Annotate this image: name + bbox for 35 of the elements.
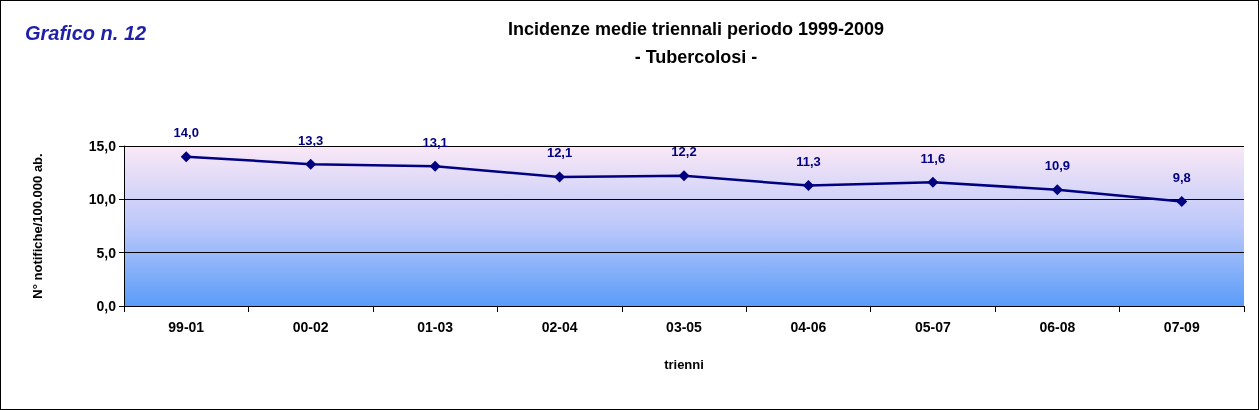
- x-tick-label: 02-04: [541, 319, 578, 335]
- point: [429, 160, 441, 172]
- y-tick-label: 10,0: [88, 191, 117, 208]
- x-tick-label: 03-05: [666, 319, 703, 335]
- y-tick-label: 5,0: [96, 244, 117, 261]
- y-axis-title: N° notifiche/100.000 ab.: [30, 153, 45, 299]
- point: [180, 151, 192, 163]
- point: [802, 179, 814, 191]
- x-tick-label: 06-08: [1039, 319, 1076, 335]
- point: [678, 170, 690, 182]
- x-tick-label: 01-03: [417, 319, 454, 335]
- data-label: 12,1: [546, 145, 573, 161]
- point: [1051, 184, 1063, 196]
- data-label: 12,2: [671, 144, 697, 160]
- data-label: 10,9: [1044, 158, 1070, 174]
- data-label: 13,1: [422, 134, 448, 150]
- x-tick-label: 04-06: [790, 319, 827, 335]
- y-tick-label: 0,0: [96, 298, 117, 314]
- data-label: 14,0: [173, 125, 199, 141]
- x-tick-label: 07-09: [1163, 319, 1200, 335]
- chart-title: Incidenze medie triennali periodo 1999-2009: [507, 19, 885, 39]
- y-tick-label: 15,0: [88, 138, 117, 154]
- data-label: 11,6: [920, 150, 946, 166]
- data-label: 11,3: [796, 153, 821, 169]
- point: [927, 176, 939, 188]
- x-tick-label: 05-07: [914, 319, 951, 335]
- text: Grafico n. 12: [25, 22, 147, 44]
- x-tick-label: 00-02: [292, 319, 329, 335]
- x-tick-label: 99-01: [168, 319, 205, 335]
- point: [305, 158, 317, 170]
- point: [1176, 195, 1188, 207]
- data-label: 9,8: [1172, 169, 1191, 185]
- x-axis-title: trienni: [664, 357, 704, 372]
- data-label: 13,3: [298, 132, 324, 148]
- chart-subtitle: - Tubercolosi -: [634, 47, 758, 67]
